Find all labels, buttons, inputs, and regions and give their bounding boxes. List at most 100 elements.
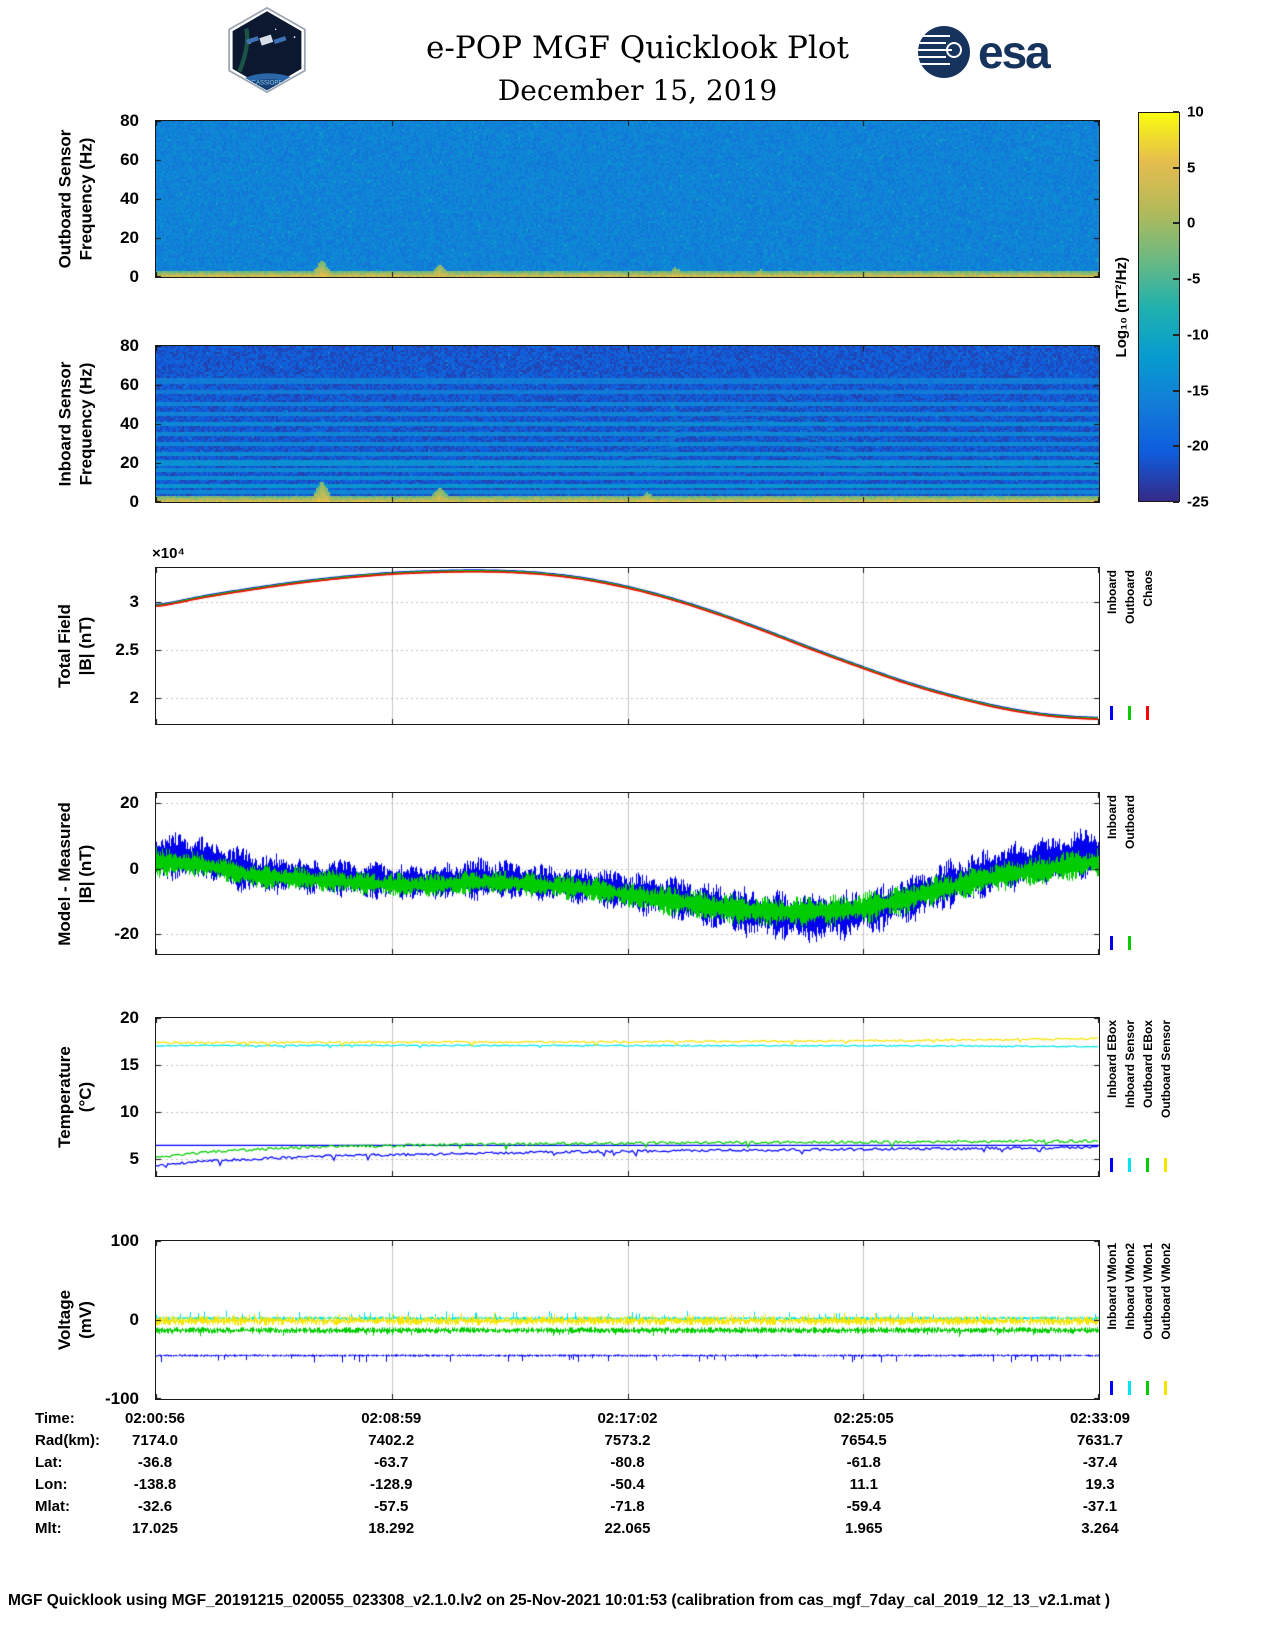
table-cell: -61.8: [846, 1454, 881, 1471]
axis-label-line: Inboard Sensor: [55, 361, 74, 487]
table-cell: 19.3: [1085, 1476, 1115, 1493]
legend-color-tick: [1128, 706, 1131, 720]
axis-label-line: Model - Measured: [55, 801, 74, 946]
table-row-label: Lon:: [35, 1476, 68, 1493]
esa-logo: esa: [916, 24, 1051, 80]
table-cell: -37.4: [1082, 1454, 1118, 1471]
y-tick-label: 20: [120, 792, 139, 812]
temperature-canvas: [156, 1018, 1099, 1176]
colorbar-tick-label: 0: [1187, 214, 1196, 232]
table-cell: 02:33:09: [1069, 1410, 1131, 1427]
legend-color-tick: [1128, 1158, 1131, 1172]
legend-entry: Inboard Sensor: [1122, 1020, 1137, 1172]
table-cell: 7402.2: [368, 1432, 415, 1449]
satellite-icon: [246, 34, 287, 46]
axis-label-line: Voltage: [55, 1289, 75, 1351]
y-tick-label: 2: [129, 688, 139, 708]
colorbar-tick-mark: [1173, 222, 1179, 225]
table-cell: 02:17:02: [597, 1410, 658, 1427]
table-cell: 17.025: [132, 1520, 178, 1537]
axis-label-line: (°C): [76, 1081, 95, 1113]
y-tick-label: 40: [120, 414, 139, 433]
colorbar-tick-label: 5: [1187, 159, 1196, 177]
table-row: Rad(km): 7174.0 7402.2 7573.2 7654.5 7631.7: [0, 1432, 1275, 1454]
titlebox: e-POP MGF Quicklook Plot December 15, 20…: [0, 30, 1275, 107]
temperature-legend: Inboard EBox Inboard Sensor Outboard EBo…: [1104, 1020, 1173, 1172]
legend-label: Inboard Sensor: [1122, 1020, 1137, 1109]
esa-wordmark: esa: [978, 26, 1051, 78]
cassiope-mission-logo: CASSIOPE: [228, 6, 306, 94]
axis-label-line: Outboard Sensor: [55, 129, 75, 269]
y-tick-label: 60: [120, 150, 139, 169]
legend-color-tick: [1128, 936, 1131, 950]
legend-label: Outboard Sensor: [1158, 1020, 1173, 1119]
legend-entry: Outboard EBox: [1140, 1020, 1155, 1172]
colorbar-axis-label: Log₁₀ (nT²/Hz): [1108, 112, 1134, 502]
colorbar-tick-mark: [1173, 278, 1179, 281]
table-cell: -36.8: [137, 1454, 173, 1471]
table-row: Lat: -36.8 -63.7 -80.8 -61.8 -37.4: [0, 1454, 1275, 1476]
y-tick-label: 40: [120, 189, 139, 208]
temperature-tick-labels: 5 10 15 20: [97, 1008, 147, 1177]
y-tick-label: 20: [120, 1008, 139, 1027]
cassiope-logo-text: CASSIOPE: [252, 80, 283, 86]
voltage-legend: Inboard VMon1 Inboard VMon2 Outboard VMo…: [1104, 1243, 1173, 1395]
inboard-spectrogram-axis-label: Inboard Sensor Frequency (Hz): [52, 345, 98, 503]
table-row-label: Time:: [35, 1410, 75, 1427]
model-measured-axis-label: Model - Measured |B| (nT): [52, 792, 98, 955]
axis-label-line: Frequency (Hz): [76, 362, 95, 486]
y-tick-label: 20: [120, 453, 139, 472]
outboard-spectrogram-canvas: [156, 121, 1099, 277]
legend-label: Outboard: [1122, 795, 1137, 849]
table-cell: -63.7: [374, 1454, 409, 1471]
panel-voltage: Voltage (mV) -100 0 100 Inboard VMon1 Inbo…: [0, 1231, 1275, 1408]
table-cell: -128.9: [369, 1476, 413, 1493]
legend-label: Outboard VMon1: [1140, 1243, 1155, 1340]
table-cell: 3.264: [1081, 1520, 1119, 1537]
axis-label-line: (mV): [76, 1301, 96, 1339]
colorbar-tick-mark: [1173, 166, 1179, 169]
colorbar-tick-label: 10: [1187, 103, 1204, 121]
y-tick-label: 0: [129, 492, 139, 511]
temperature-axis-label: Temperature (°C): [52, 1017, 98, 1177]
footer-caption: MGF Quicklook using MGF_20191215_020055_…: [8, 1592, 1110, 1609]
panel-temperature: Temperature (°C) 5 10 15 20 Inboard EBox In…: [0, 1008, 1275, 1177]
legend-color-tick: [1164, 1381, 1167, 1395]
colorbar-tick-mark: [1173, 111, 1179, 113]
colorbar-gradient: [1138, 112, 1180, 502]
colorbar-tick-mark: [1173, 333, 1179, 336]
temperature-plot: [155, 1017, 1100, 1177]
table-cell: 11.1: [849, 1476, 878, 1493]
y-tick-label: 0: [129, 267, 139, 286]
page-title: e-POP MGF Quicklook Plot: [426, 30, 849, 66]
table-cell: 02:25:05: [833, 1410, 894, 1427]
colorbar-tick-mark: [1173, 389, 1179, 392]
legend-color-tick: [1110, 1381, 1113, 1395]
table-cell: 7174.0: [132, 1432, 178, 1449]
y-tick-label: 3: [129, 592, 139, 612]
y-tick-label: 100: [110, 1231, 139, 1250]
voltage-plot: [155, 1240, 1100, 1400]
model-measured-plot: [155, 792, 1100, 955]
total-field-plot: [155, 567, 1100, 725]
legend-color-tick: [1164, 1158, 1167, 1172]
table-cell: 7631.7: [1077, 1432, 1123, 1449]
inboard-spectrogram-tick-labels: 0 20 40 60 80: [97, 336, 147, 511]
model-measured-canvas: [156, 793, 1099, 954]
total-field-canvas: [156, 568, 1099, 724]
y-tick-label: -100: [104, 1389, 139, 1408]
legend-entry: Inboard: [1104, 570, 1119, 720]
legend-label: Inboard: [1104, 570, 1119, 614]
legend-color-tick: [1110, 706, 1113, 720]
page-date: December 15, 2019: [497, 74, 778, 107]
legend-entry: Inboard VMon1: [1104, 1243, 1119, 1395]
panel-outboard-spectrogram: Outboard Sensor Frequency (Hz) 0 20 40 60 80: [0, 111, 1275, 286]
legend-color-tick: [1110, 1158, 1113, 1172]
colorbar-tick-label: -20: [1187, 437, 1209, 455]
legend-entry: Outboard VMon2: [1158, 1243, 1173, 1395]
axis-label-line: |B| (nT): [76, 616, 95, 676]
table-cell: 7654.5: [840, 1432, 887, 1449]
y-tick-label: 5: [129, 1149, 139, 1169]
legend-entry: Inboard: [1104, 795, 1119, 950]
legend-label: Inboard: [1104, 795, 1119, 839]
